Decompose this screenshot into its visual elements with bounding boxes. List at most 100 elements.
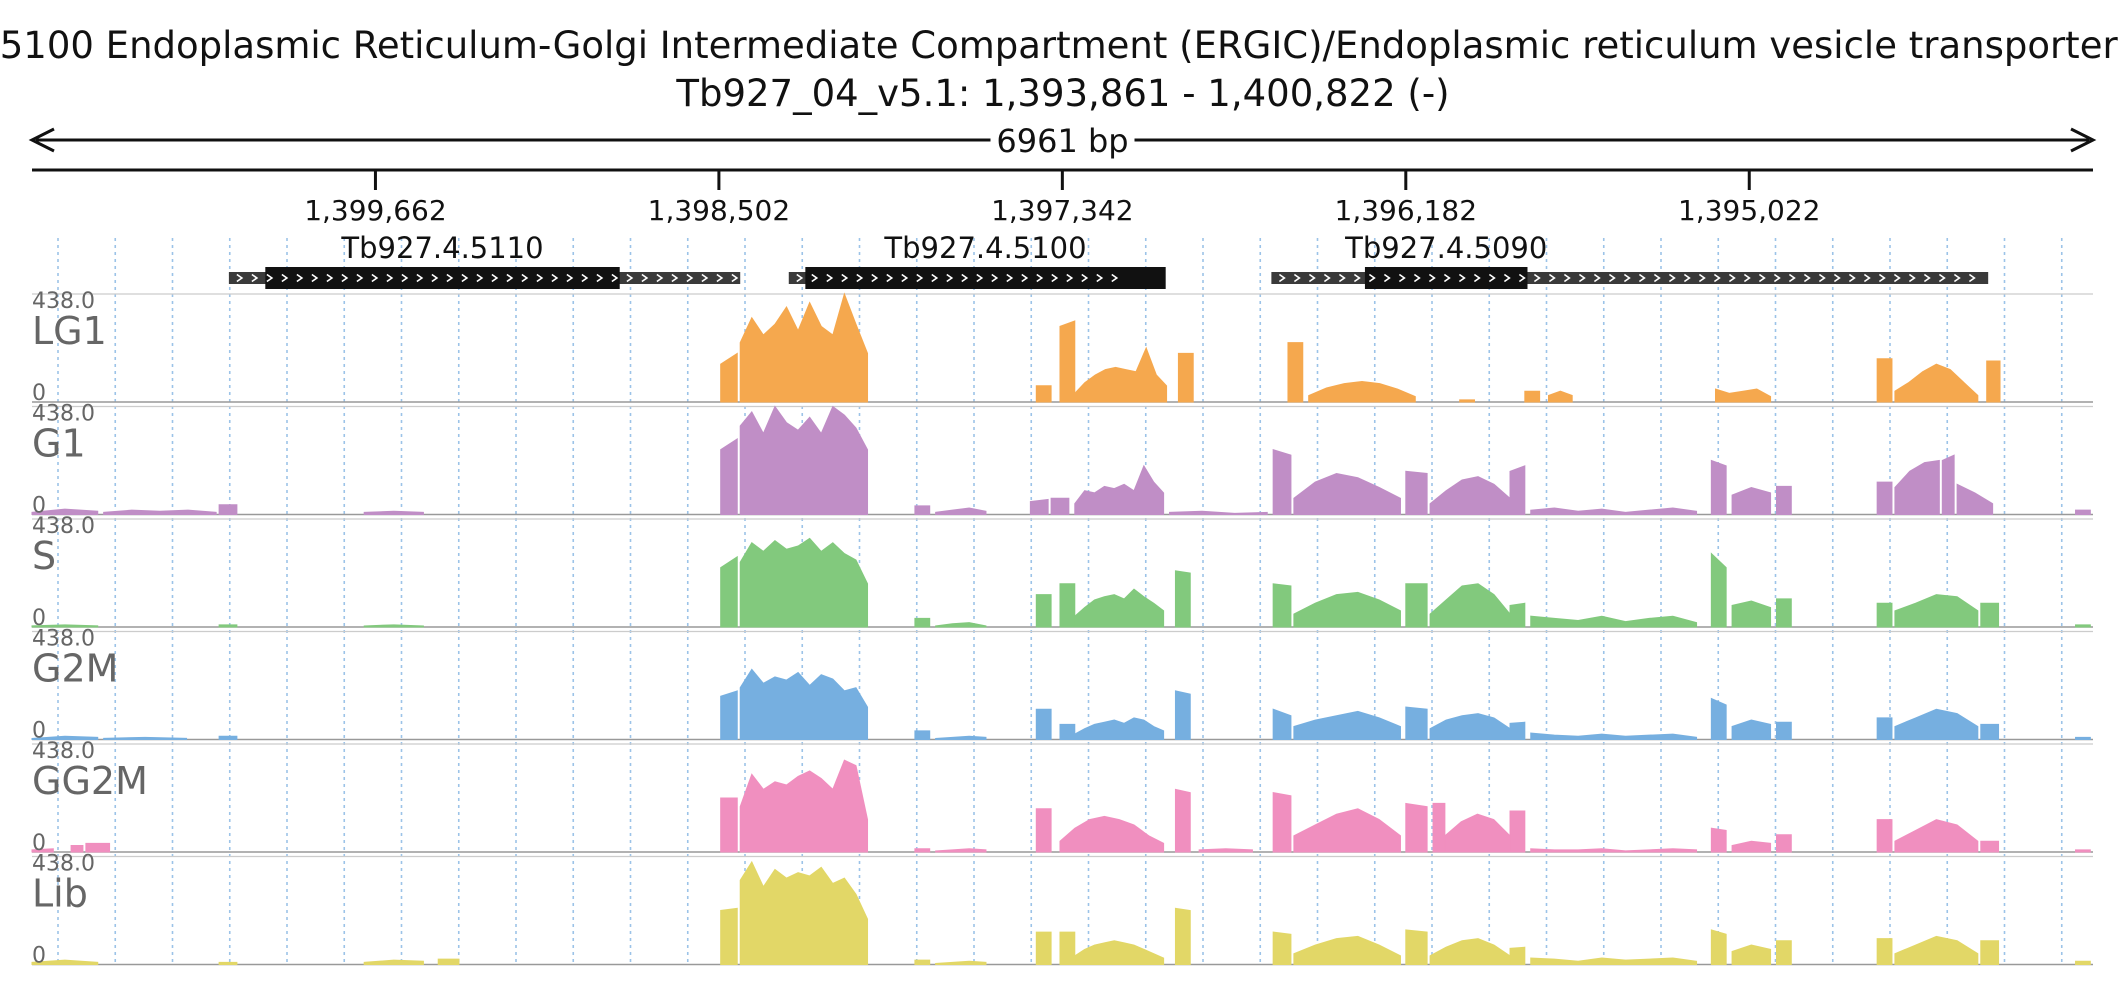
coverage-block [1876,602,1893,628]
coverage-block [914,848,931,853]
strand-chevron-icon [626,273,634,283]
strand-chevron-icon [1833,273,1841,283]
coverage-block [739,759,869,853]
coverage-block [1894,594,1979,628]
coverage-block [1035,808,1052,853]
track-max-label: 438.0 [32,852,95,877]
coverage-track [32,292,2093,403]
coverage-block [1876,358,1893,403]
strand-chevron-icon [1728,273,1736,283]
strand-chevron-icon [1593,273,1601,283]
coverage-block [1059,815,1165,853]
strand-chevron-icon [1788,273,1796,283]
strand-chevron-icon [1503,273,1511,283]
coverage-block [1429,476,1511,515]
strand-chevron-icon [1278,273,1286,283]
coverage-block [1509,946,1526,965]
coverage-block [1405,802,1428,853]
strand-chevron-icon [701,273,709,283]
axis-tick-label: 1,397,342 [991,194,1134,227]
strand-chevron-icon [856,273,864,283]
coverage-block [1956,483,1994,515]
strand-chevron-icon [1021,273,1029,283]
coverage-block [720,352,738,403]
strand-chevron-icon [1353,273,1361,283]
coverage-block [218,961,238,965]
strand-chevron-icon [1893,273,1901,283]
strand-chevron-icon [1368,273,1376,283]
coverage-block [1405,583,1428,628]
coverage-block [1894,459,1940,515]
track-name: LG1 [32,309,107,353]
coverage-block [2075,960,2091,965]
coverage-block [739,537,869,628]
strand-chevron-icon [1518,273,1526,283]
strand-chevron-icon [491,273,499,283]
locus-label: Tb927_04_v5.1: 1,393,861 - 1,400,822 (-) [676,72,1450,115]
coverage-block [720,690,738,740]
coverage-block [1530,732,1698,740]
track-name: Lib [32,872,88,916]
span-label: 6961 bp [996,122,1128,160]
coverage-block [1169,510,1268,515]
strand-chevron-icon [1443,273,1451,283]
strand-chevron-icon [841,273,849,283]
strand-chevron-icon [536,273,544,283]
coverage-block [1775,721,1792,740]
strand-chevron-icon [596,273,604,283]
coverage-block [914,959,931,965]
strand-chevron-icon [1563,273,1571,283]
strand-chevron-icon [1548,273,1556,283]
coverage-block [1272,931,1292,965]
strand-chevron-icon [811,273,819,283]
coverage-block [103,736,188,740]
strand-chevron-icon [521,273,529,283]
coverage-block [2075,509,2091,515]
strand-chevron-icon [581,273,589,283]
coverage-block [1876,819,1893,853]
coverage-block [437,958,460,965]
strand-chevron-icon [1773,273,1781,283]
coverage-block [1432,802,1446,853]
strand-chevron-icon [431,273,439,283]
coverage-block [1293,472,1401,515]
coverage-block [914,505,931,515]
strand-chevron-icon [1066,273,1074,283]
coverage-block [31,735,99,740]
coverage-block [1405,929,1428,965]
strand-chevron-icon [871,273,879,283]
strand-chevron-icon [386,273,394,283]
coverage-block [1059,931,1076,965]
strand-chevron-icon [1428,273,1436,283]
coverage-block [935,848,987,853]
track-max-label: 438.0 [32,627,95,652]
strand-chevron-icon [1578,273,1586,283]
coverage-block [1548,390,1573,403]
coverage-block [1272,583,1292,628]
coverage-block [1876,481,1893,515]
strand-chevron-icon [731,273,739,283]
coverage-block [1731,840,1772,853]
coverage-block [1444,813,1511,853]
strand-chevron-icon [1698,273,1706,283]
strand-chevron-icon [1968,273,1976,283]
coverage-block [739,668,869,740]
coverage-block [1050,497,1070,515]
track-min-label: 0 [32,831,46,856]
coverage-block [1731,719,1772,740]
coverage-block [1710,552,1727,628]
coverage-block [1429,583,1511,628]
strand-chevron-icon [401,273,409,283]
coverage-block [1530,615,1698,628]
coverage-block [1775,598,1792,628]
coverage-block [914,730,931,740]
strand-chevron-icon [1293,273,1301,283]
coverage-block [1198,848,1253,853]
coverage-block [1074,940,1165,965]
strand-chevron-icon [826,273,834,283]
strand-chevron-icon [1878,273,1886,283]
strand-chevron-icon [251,273,259,283]
strand-chevron-icon [476,273,484,283]
track-name: G1 [32,422,86,466]
strand-chevron-icon [611,273,619,283]
